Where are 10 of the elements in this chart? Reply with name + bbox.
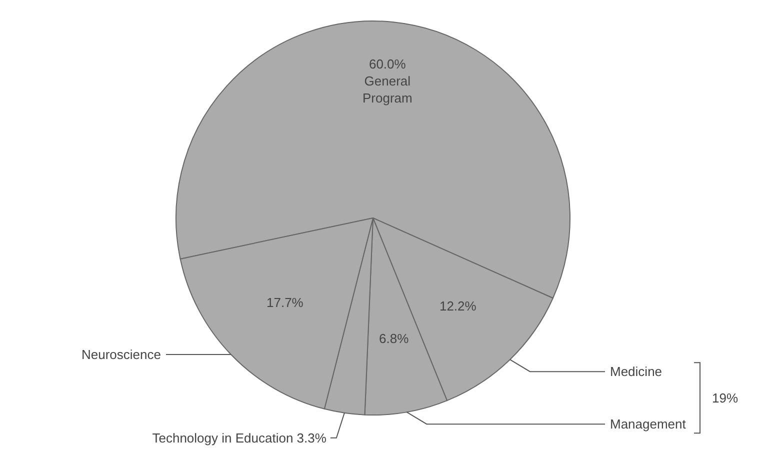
data-label: 60.0%	[368, 56, 406, 72]
slice-label: Medicine	[610, 364, 662, 380]
slice-label: Management	[610, 416, 686, 432]
data-label: 12.2%	[439, 298, 477, 314]
data-label: 17.7%	[266, 295, 304, 310]
slice-label: General Program	[362, 73, 412, 106]
text: 19%	[712, 390, 738, 406]
slice-label: Neuroscience	[82, 347, 161, 362]
slice-label: Technology in Education 3.3%	[152, 430, 327, 446]
data-label: 6.8%	[379, 330, 410, 346]
